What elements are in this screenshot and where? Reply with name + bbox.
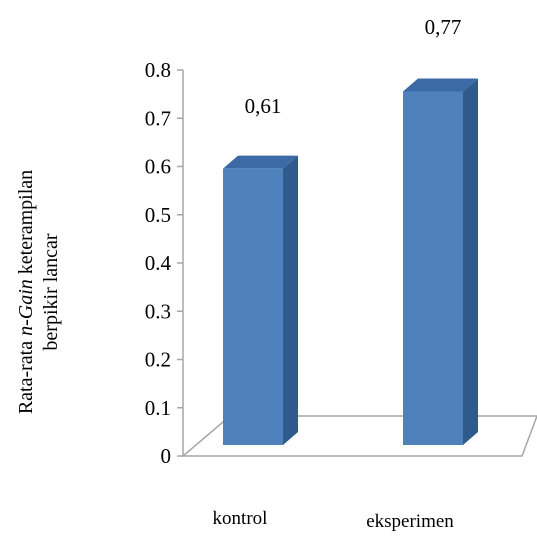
y-axis-label-line-2: berpikir lancar (40, 233, 62, 350)
y-tick-label: 0.3 (145, 299, 171, 323)
category-labels: kontrol eksperimen (213, 508, 455, 532)
bars (223, 78, 478, 446)
bar-side-face (283, 155, 298, 446)
data-label-eksperimen: 0,77 (425, 15, 462, 39)
category-label-kontrol: kontrol (213, 508, 268, 529)
y-tick-labels: 0 0.1 0.2 0.3 0.4 0.5 0.6 0.7 0.8 (145, 58, 183, 468)
y-axis-label-part-2: n-Gain (15, 279, 37, 336)
bar-kontrol (223, 155, 298, 446)
bar-front-face (223, 168, 283, 446)
y-axis-label: Rata-rata n-Gain keterampilan berpikir l… (15, 170, 62, 414)
floor-outline (180, 415, 537, 457)
bar-top-face (403, 78, 478, 92)
data-label-kontrol: 0,61 (245, 94, 282, 118)
data-labels: 0,61 0,77 (245, 15, 462, 118)
y-axis-label-part-3: keterampilan (15, 170, 37, 279)
y-tick-label: 0.4 (145, 251, 172, 275)
y-tick-label: 0.6 (145, 155, 171, 179)
bar-front-face (403, 91, 463, 445)
y-tick-label: 0.8 (145, 58, 171, 82)
y-tick-label: 0.2 (145, 348, 171, 372)
y-tick-label: 0 (161, 444, 172, 468)
y-axis-label-line-1: Rata-rata n-Gain keterampilan (15, 170, 37, 414)
category-label-eksperimen: eksperimen (366, 511, 454, 532)
y-tick-label: 0.5 (145, 203, 171, 227)
y-tick-label: 0.1 (145, 396, 171, 420)
bar-side-face (463, 78, 478, 445)
bar-top-face (223, 155, 298, 169)
y-axis-label-part-1: Rata-rata (15, 336, 37, 414)
y-tick-label: 0.7 (145, 106, 171, 130)
bar-eksperimen (403, 78, 478, 445)
